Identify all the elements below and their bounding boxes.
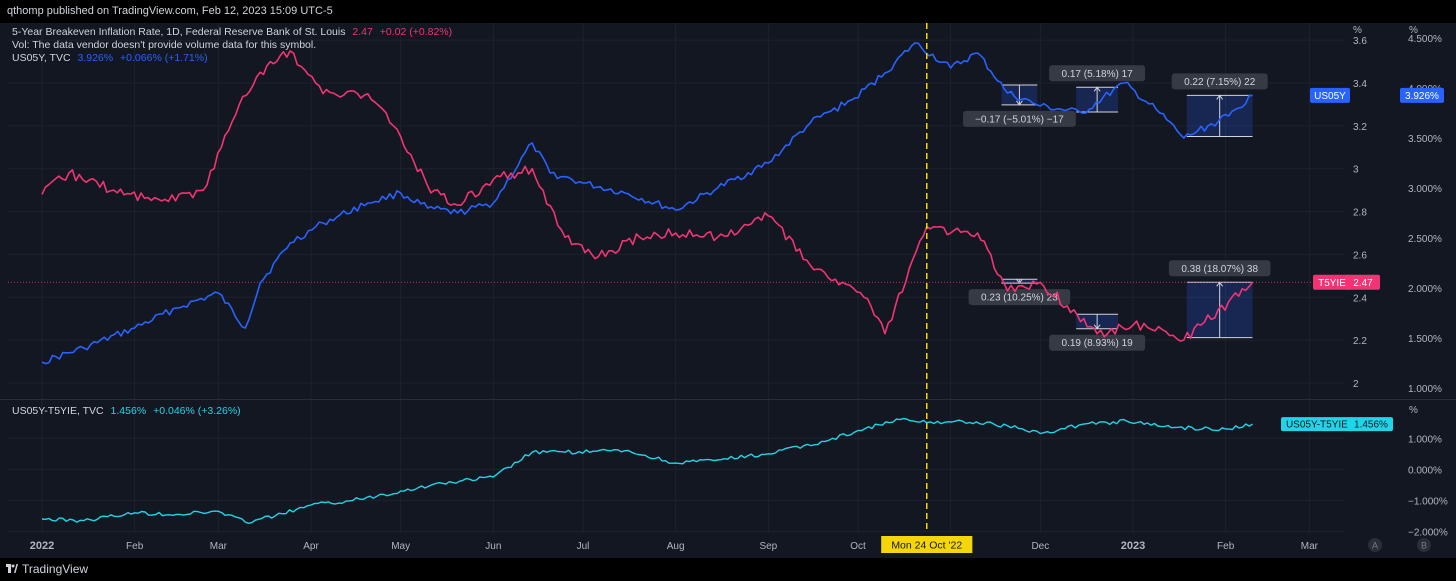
time-axis-label: 2023	[1121, 540, 1145, 552]
measure-arrowhead	[1016, 278, 1023, 284]
price-axis-panel	[1345, 23, 1456, 558]
axis-tick-label: 2.000%	[1408, 284, 1442, 295]
legend-spread-name: US05Y-T5YIE, TVC	[12, 405, 104, 417]
publish-header: qthomp published on TradingView.com, Feb…	[0, 0, 1456, 23]
measure-arrowhead	[1016, 100, 1023, 106]
axis-tick-label: 4.500%	[1408, 34, 1442, 45]
t5yie-last-label-bg	[1313, 274, 1351, 290]
series-line-us05y	[41, 42, 1253, 365]
axis-tick-label: −1.000%	[1408, 496, 1448, 507]
series-line-t5yie	[41, 50, 1254, 342]
publish-info: qthomp published on TradingView.com, Feb…	[7, 5, 333, 17]
time-axis-label: Feb	[1217, 541, 1235, 552]
measure-label: −0.17 (−5.01%) −17	[975, 114, 1064, 125]
time-axis-label: Mar	[1301, 541, 1319, 552]
time-axis-label: 2022	[30, 540, 54, 552]
legend-vol: Vol: The data vendor doesn't provide vol…	[12, 39, 320, 51]
spread-last-value: 1.456%	[1354, 420, 1388, 431]
time-axis-label: Apr	[303, 541, 319, 552]
legend-t5yie-name: 5-Year Breakeven Inflation Rate, 1D, Fed…	[12, 26, 346, 38]
measure-label-bg	[968, 289, 1071, 306]
crosshair-label-bg	[881, 536, 973, 553]
legend-t5yie-value: 2.47	[352, 26, 373, 38]
t5yie-last-value-bg	[1346, 274, 1380, 290]
axis-unit-label: %	[1409, 25, 1418, 36]
us05y-last-value-bg	[1400, 87, 1444, 103]
axis-tick-label: 1.000%	[1408, 434, 1442, 445]
t5yie-last-label: T5YIE	[1318, 278, 1346, 289]
us05y-last-label-bg	[1310, 87, 1350, 103]
measure-label-bg	[1049, 334, 1146, 351]
chart-area[interactable]: 2022FebMarAprMayJunJulAugSepOctNovDec202…	[0, 23, 1456, 558]
axis-unit-label: %	[1409, 405, 1418, 416]
measure-arrowhead	[1216, 281, 1224, 287]
scale-button-b[interactable]	[1417, 538, 1431, 552]
measure-label-bg	[1168, 260, 1271, 277]
axis-tick-label: 1.500%	[1408, 334, 1442, 345]
measure-label-bg	[1171, 73, 1268, 90]
time-axis-label: Oct	[850, 541, 866, 552]
time-axis-label: Feb	[126, 541, 144, 552]
spread-last-label-bg	[1281, 417, 1353, 432]
tradingview-logo-icon	[6, 564, 18, 573]
axis-unit-label: %	[1353, 25, 1362, 36]
axis-tick-label: 3.2	[1353, 122, 1367, 133]
axis-tick-label: 3	[1353, 165, 1359, 176]
measure-arrowhead	[1093, 86, 1101, 92]
measure-label-bg	[1049, 65, 1146, 82]
axis-tick-label: 2.4	[1353, 293, 1367, 304]
time-axis-label: Aug	[667, 541, 685, 552]
spread-last-label: US05Y-T5YIE	[1286, 420, 1348, 431]
legend-spread-value: 1.456%	[110, 405, 147, 417]
axis-tick-label: 1.000%	[1408, 384, 1442, 395]
axis-tick-label: −2.000%	[1408, 527, 1448, 538]
us05y-last-label: US05Y	[1314, 91, 1346, 102]
measure-label: 0.23 (10.25%) 23	[981, 293, 1058, 304]
footer: TradingView	[0, 558, 1456, 581]
legend-t5yie: 5-Year Breakeven Inflation Rate, 1D, Fed…	[12, 26, 456, 38]
axis-tick-label: 3.500%	[1408, 134, 1442, 145]
measure-label: 0.38 (18.07%) 38	[1181, 264, 1258, 275]
legend-spread: US05Y-T5YIE, TVC 1.456% +0.046% (+3.26%)	[12, 405, 245, 417]
legend-t5yie-change: +0.02 (+0.82%)	[379, 26, 453, 38]
scale-button-label: B	[1421, 541, 1427, 551]
legend-us05y-name: US05Y, TVC	[12, 52, 71, 64]
time-axis-label: Dec	[1031, 541, 1049, 552]
measure-arrowhead	[1093, 324, 1101, 330]
axis-tick-label: 2	[1353, 379, 1359, 390]
measure-arrowhead	[1216, 94, 1224, 100]
measure-label: 0.17 (5.18%) 17	[1062, 69, 1134, 80]
legend-spread-change: +0.046% (+3.26%)	[153, 405, 241, 417]
legend-us05y-change: +0.066% (+1.71%)	[120, 52, 208, 64]
time-axis-label: Mar	[210, 541, 228, 552]
legend-us05y-value: 3.926%	[77, 52, 114, 64]
crosshair-label: Mon 24 Oct '22	[891, 540, 962, 552]
measure-label-bg	[963, 110, 1076, 127]
time-axis-label: Jul	[577, 541, 590, 552]
scale-button-label: A	[1372, 541, 1378, 551]
time-axis-label: Sep	[759, 541, 777, 552]
t5yie-last-value: 2.47	[1353, 278, 1373, 289]
axis-tick-label: 2.500%	[1408, 234, 1442, 245]
time-axis-label: Jun	[485, 541, 501, 552]
axis-tick-label: 2.8	[1353, 208, 1367, 219]
time-axis-label: May	[391, 541, 410, 552]
footer-brand: TradingView	[22, 562, 89, 576]
axis-tick-label: 3.4	[1353, 79, 1367, 90]
axis-tick-label: 3.000%	[1408, 184, 1442, 195]
axis-tick-label: 2.6	[1353, 250, 1367, 261]
series-line-spread	[41, 417, 1253, 524]
axis-tick-label: 2.2	[1353, 336, 1367, 347]
axis-tick-label: 0.000%	[1408, 465, 1442, 476]
measure-label: 0.22 (7.15%) 22	[1184, 77, 1256, 88]
legend-vol-note: Vol: The data vendor doesn't provide vol…	[12, 39, 317, 51]
legend-us05y: US05Y, TVC 3.926% +0.066% (+1.71%)	[12, 52, 212, 64]
measure-label: 0.19 (8.93%) 19	[1062, 338, 1134, 349]
axis-tick-label: 3.6	[1353, 36, 1367, 47]
chart-svg[interactable]: 2022FebMarAprMayJunJulAugSepOctNovDec202…	[0, 23, 1456, 558]
spread-last-value-bg	[1349, 417, 1393, 432]
us05y-last-value: 3.926%	[1405, 91, 1439, 102]
scale-button-a[interactable]	[1368, 538, 1382, 552]
